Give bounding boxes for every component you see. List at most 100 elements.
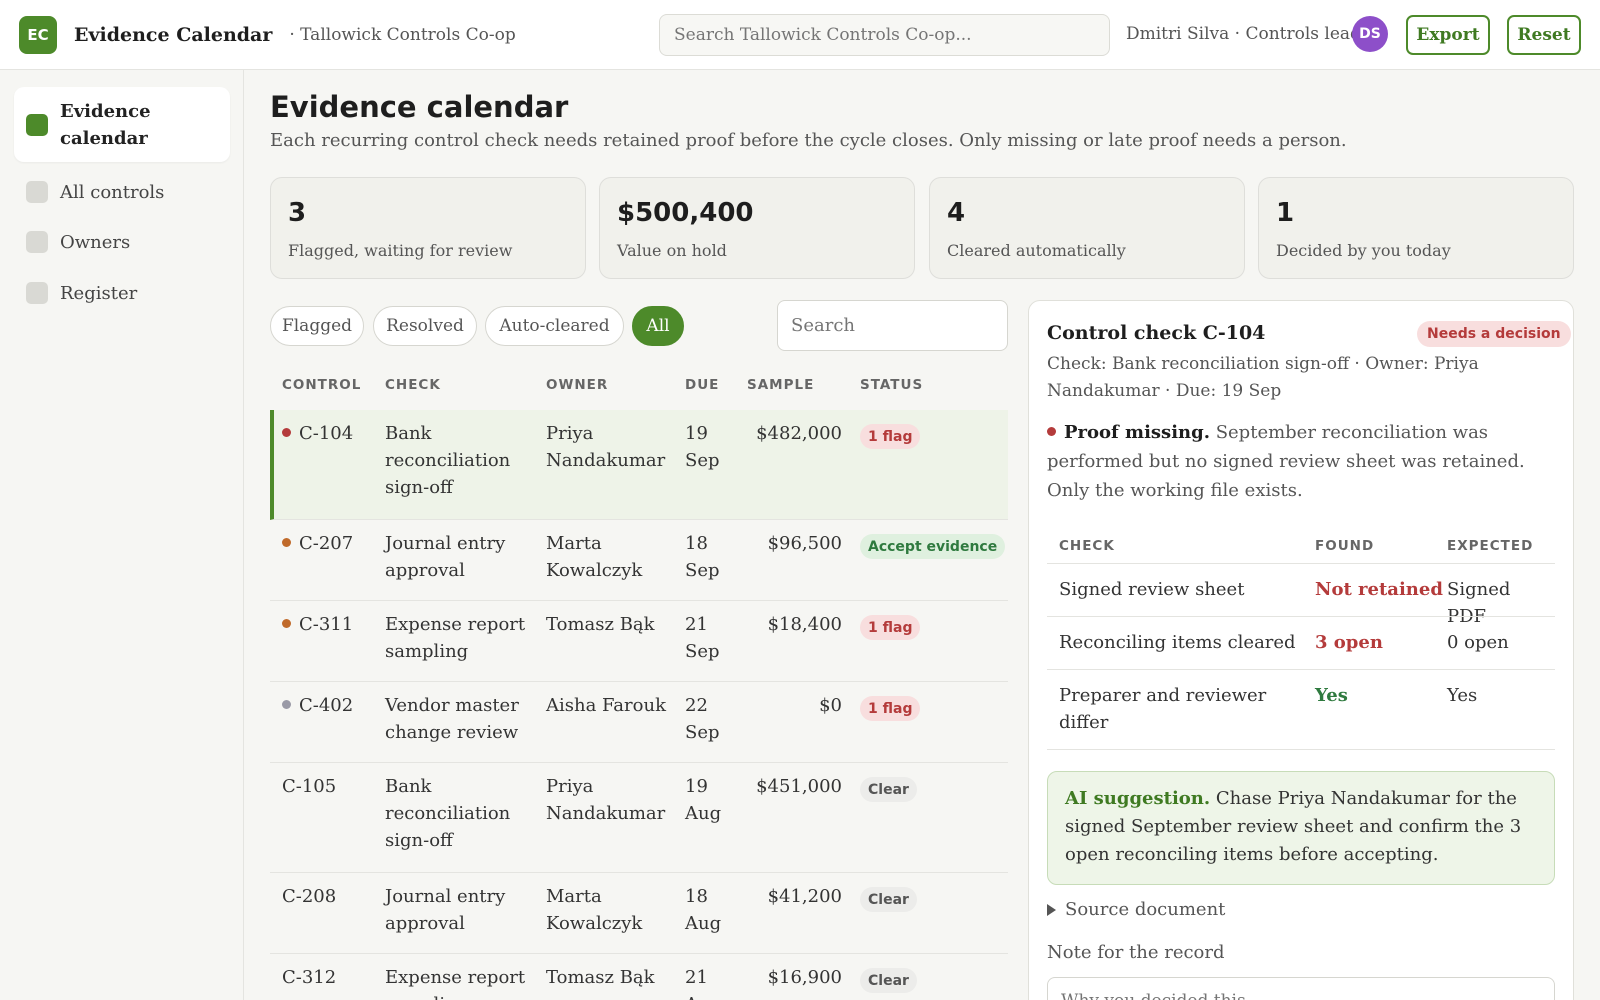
column-header-owner[interactable]: OWNER (546, 377, 609, 393)
filter-resolved[interactable]: Resolved (373, 306, 477, 346)
cell-sample: $0 (819, 695, 842, 716)
control-id: C-402 (299, 695, 354, 716)
app-logo: EC (19, 15, 57, 54)
alert-dot-icon (1047, 426, 1056, 436)
column-header-control[interactable]: CONTROL (282, 377, 362, 393)
status-badge[interactable]: Accept evidence (860, 534, 1006, 559)
app-title: Evidence Calendar (74, 23, 273, 46)
cell-sample: $18,400 (767, 614, 842, 635)
detail-header-found: FOUND (1315, 538, 1375, 554)
list-search-input[interactable] (777, 300, 1008, 351)
control-id: C-312 (282, 967, 337, 988)
status-badge: 1 flag (860, 615, 921, 640)
cell-due: 18 Aug (685, 886, 722, 934)
status-badge: Clear (860, 777, 917, 802)
stat-value: $500,400 (617, 198, 754, 228)
evidence-expected: 0 open (1447, 632, 1509, 653)
cell-due: 19 Sep (685, 423, 720, 471)
status-dot-icon (282, 427, 291, 437)
cell-control: C-207 (282, 530, 353, 557)
source-document-label: Source document (1065, 899, 1226, 920)
org-name: · Tallowick Controls Co-op (289, 24, 516, 45)
register-icon (26, 282, 48, 304)
triangle-right-icon (1047, 903, 1056, 916)
table-row[interactable]: C-207 Journal entry approval Marta Kowalcz… (270, 520, 1008, 601)
ai-suggestion: AI suggestion. Chase Priya Nandakumar fo… (1047, 771, 1555, 885)
column-header-check[interactable]: CHECK (385, 377, 441, 393)
column-header-status[interactable]: STATUS (860, 377, 924, 393)
cell-owner: Priya Nandakumar (546, 423, 666, 471)
global-search-input[interactable] (659, 14, 1110, 56)
stat-label: Cleared automatically (947, 241, 1126, 260)
cell-check: Bank reconciliation sign-off (385, 776, 511, 851)
column-header-due[interactable]: DUE (685, 377, 720, 393)
stat-card-value-on-hold: $500,400 Value on hold (599, 177, 915, 279)
status-badge: Needs a decision (1417, 321, 1571, 347)
note-input[interactable] (1047, 977, 1555, 1000)
page-subtitle: Each recurring control check needs retai… (270, 130, 1347, 151)
control-id: C-207 (299, 533, 354, 554)
evidence-found: Yes (1315, 685, 1348, 706)
stat-label: Flagged, waiting for review (288, 241, 513, 260)
stat-label: Decided by you today (1276, 241, 1451, 260)
cell-check: Journal entry approval (385, 886, 506, 934)
cell-sample: $482,000 (756, 423, 842, 444)
cell-due: 22 Sep (685, 695, 720, 743)
evidence-expected: Yes (1447, 685, 1478, 706)
stat-value: 4 (947, 198, 966, 228)
cell-sample: $41,200 (767, 886, 842, 907)
controls-icon (26, 181, 48, 203)
status-dot-icon (282, 699, 291, 709)
sidebar-item-evidence-calendar[interactable]: Evidence calendar (14, 87, 230, 162)
ai-suggestion-text: Chase Priya Nandakumar for the signed Se… (1065, 788, 1522, 865)
detail-meta: Check: Bank reconciliation sign-off · Ow… (1047, 354, 1479, 401)
sidebar-item-label: Owners (60, 231, 131, 253)
detail-header-expected: EXPECTED (1447, 538, 1534, 554)
filter-auto-cleared[interactable]: Auto-cleared (485, 306, 624, 346)
cell-owner: Marta Kowalczyk (546, 533, 643, 581)
table-row[interactable]: C-105 Bank reconciliation sign-off Priya N… (270, 763, 1008, 873)
cell-owner: Marta Kowalczyk (546, 886, 643, 934)
export-button[interactable]: Export (1406, 15, 1490, 55)
user-name: Dmitri Silva · Controls lead (1126, 24, 1361, 44)
controls-table: CONTROL CHECK OWNER DUE SAMPLE STATUS C-… (270, 365, 1008, 1000)
evidence-found: 3 open (1315, 632, 1383, 653)
filter-flagged[interactable]: Flagged (270, 306, 364, 346)
table-row[interactable]: C-208 Journal entry approval Marta Kowalcz… (270, 873, 1008, 954)
evidence-found: Not retained (1315, 579, 1443, 600)
cell-control: C-105 (282, 773, 336, 800)
cell-owner: Tomasz Bąk (546, 967, 655, 988)
source-document-toggle[interactable]: Source document (1047, 899, 1225, 920)
finding-text: September reconciliation was performed b… (1047, 422, 1525, 501)
evidence-check-row: Preparer and reviewer differ Yes Yes (1047, 669, 1555, 750)
column-header-sample[interactable]: SAMPLE (747, 377, 815, 393)
cell-control: C-104 (282, 420, 353, 447)
stat-value: 3 (288, 198, 307, 228)
detail-finding: Proof missing. September reconciliation … (1047, 418, 1557, 505)
reset-button[interactable]: Reset (1507, 15, 1581, 55)
stat-card-cleared: 4 Cleared automatically (929, 177, 1245, 279)
table-row[interactable]: C-104 Bank reconciliation sign-off Priya N… (270, 410, 1008, 520)
sidebar-item-owners[interactable]: Owners (14, 222, 230, 262)
cell-sample: $451,000 (756, 776, 842, 797)
cell-sample: $96,500 (767, 533, 842, 554)
control-id: C-105 (282, 776, 337, 797)
cell-check: Expense report sampling (385, 967, 526, 1000)
sidebar-item-register[interactable]: Register (14, 273, 230, 313)
table-row[interactable]: C-311 Expense report sampling Tomasz Bąk 21… (270, 601, 1008, 682)
cell-check: Expense report sampling (385, 614, 526, 662)
sidebar-item-label: Evidence calendar (60, 100, 151, 149)
table-row[interactable]: C-402 Vendor master change review Aisha Fa… (270, 682, 1008, 763)
cell-control: C-311 (282, 611, 353, 638)
top-bar: EC Evidence Calendar · Tallowick Control… (0, 0, 1600, 70)
table-row[interactable]: C-312 Expense report sampling Tomasz Bąk 21… (270, 954, 1008, 1000)
status-dot-icon (282, 618, 291, 628)
filter-all[interactable]: All (632, 306, 684, 346)
cell-due: 21 Aug (685, 967, 721, 1000)
status-badge: Clear (860, 887, 917, 912)
avatar[interactable]: DS (1352, 16, 1388, 52)
detail-panel: Control check C-104 Needs a decision Che… (1028, 300, 1574, 1000)
calendar-icon (26, 113, 48, 136)
sidebar-item-all-controls[interactable]: All controls (14, 172, 230, 212)
sidebar: Evidence calendar All controls Owners Re… (0, 70, 244, 1000)
